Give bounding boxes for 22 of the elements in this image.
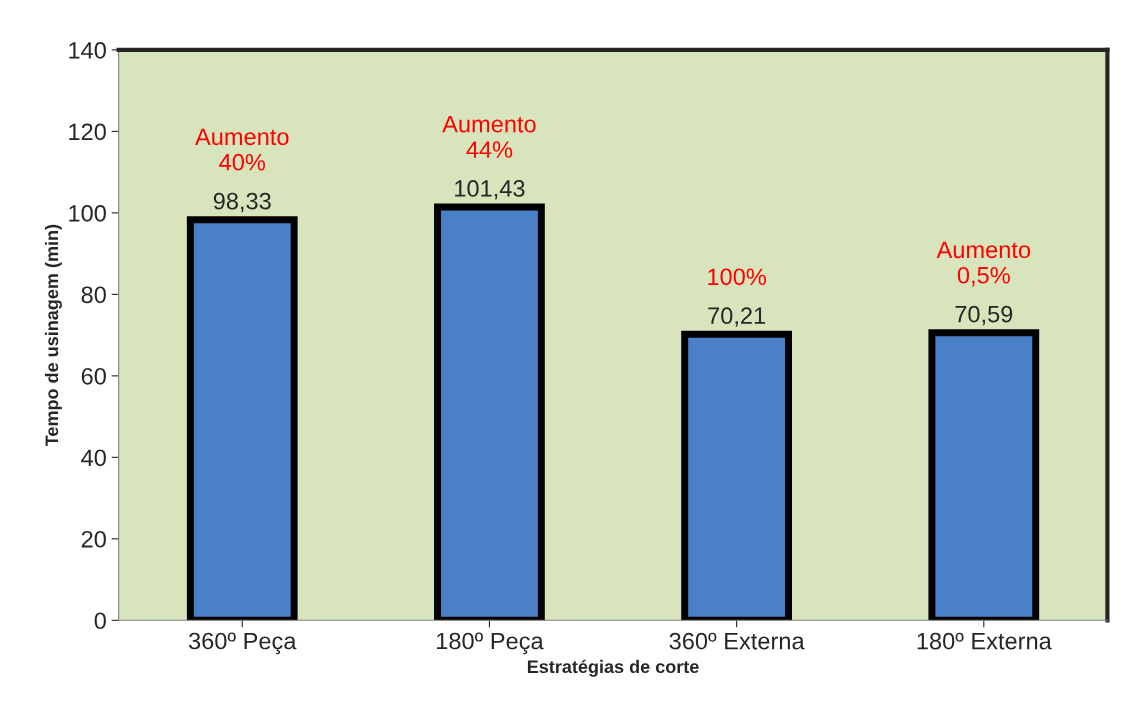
y-tick-label: 140 <box>69 41 106 59</box>
x-tick-label: 180º Externa <box>917 632 1052 650</box>
x-tick-label: 360º Peça <box>188 632 297 655</box>
y-tick-label: 40 <box>81 449 106 467</box>
y-axis-title: Tempo de usinagem (min) <box>44 224 62 447</box>
data-label: 101,43 <box>455 180 525 200</box>
annotation: 100% <box>708 268 766 286</box>
annotation: Aumento 0,5% <box>936 241 1031 287</box>
y-tick-label: 120 <box>69 123 106 141</box>
y-tick-label: 0 <box>94 612 106 630</box>
x-tick-label: 180º Peça <box>437 632 544 655</box>
x-axis-title: Estratégias de corte <box>527 659 699 677</box>
y-tick-label: 20 <box>81 530 106 548</box>
x-tick-label: 360º Externa <box>669 632 805 650</box>
data-label: 70,59 <box>955 305 1013 326</box>
data-label: 70,21 <box>708 307 766 327</box>
y-tick-label: 60 <box>81 367 106 385</box>
annotation: Aumento 40% <box>195 128 289 171</box>
y-tick-label: 100 <box>69 204 106 222</box>
y-tick-label: 80 <box>81 286 106 304</box>
annotation: Aumento 44% <box>442 116 536 158</box>
data-label: 98,33 <box>213 192 271 213</box>
